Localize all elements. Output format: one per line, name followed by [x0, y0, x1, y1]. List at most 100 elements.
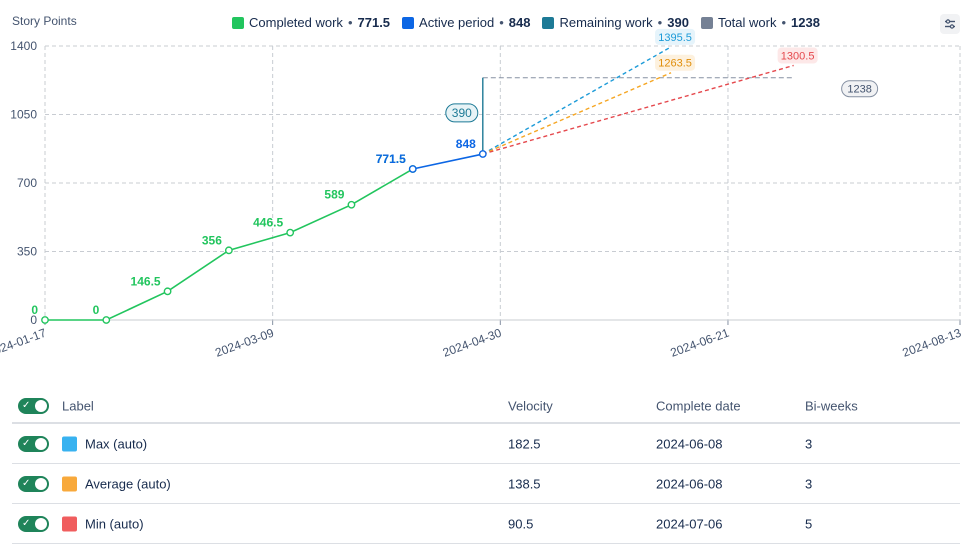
legend-separator: •: [499, 15, 504, 30]
toggle-max[interactable]: ✓: [18, 435, 49, 452]
chart-settings-button[interactable]: [940, 14, 960, 34]
row-complete-date: 2024-06-08: [656, 476, 723, 491]
legend-item-active[interactable]: Active period • 848: [402, 15, 530, 30]
data-label: 0: [93, 303, 100, 317]
toggle-switch[interactable]: ✓: [18, 475, 49, 492]
legend-item-total[interactable]: Total work • 1238: [700, 15, 820, 30]
check-icon: ✓: [22, 517, 31, 529]
row-label: Average (auto): [62, 476, 171, 491]
x-tick-label: 2024-08-13: [901, 326, 964, 360]
row-bi-weeks: 3: [805, 436, 813, 451]
total-work-label: 1238: [847, 84, 871, 96]
row-velocity: 90.5: [508, 516, 534, 531]
toggle-switch[interactable]: ✓: [18, 435, 49, 452]
row-bi-weeks: 5: [805, 516, 813, 531]
legend-value-active: 848: [508, 15, 531, 30]
total-work-badge: [841, 80, 879, 98]
data-label: 446.5: [253, 216, 283, 230]
row-bi-weeks: 3: [805, 476, 813, 491]
forecast-label: 1300.5: [781, 50, 815, 62]
legend-swatch-remaining: [542, 16, 555, 29]
check-icon: ✓: [22, 400, 31, 411]
x-tick-label: 2024-04-30: [441, 326, 504, 360]
legend-swatch-completed: [232, 16, 244, 29]
header-velocity: Velocity: [508, 398, 553, 414]
data-point: [102, 316, 111, 324]
data-label: 848: [456, 137, 476, 151]
legend-value-total: 1238: [791, 15, 820, 30]
legend-swatch-total: [700, 16, 713, 29]
legend-label-active: Active period: [419, 15, 495, 30]
header-label: Label: [62, 398, 94, 414]
legend-value-remaining: 390: [667, 15, 689, 30]
table-row: ✓ Min (auto) 90.5 2024-07-06 5: [12, 504, 960, 544]
row-velocity: 182.5: [508, 436, 541, 451]
forecast-line: [482, 72, 672, 155]
data-point: [478, 150, 487, 158]
row-velocity: 138.5: [508, 476, 541, 491]
toggle-knob: [35, 437, 47, 450]
legend-label-remaining: Remaining work: [559, 15, 653, 30]
data-point: [224, 246, 233, 255]
toggle-min[interactable]: ✓: [18, 515, 49, 532]
burnup-chart: 0 350 700 1050 1400 2024-01-17 2024-03-09 2024-…: [0, 28, 964, 360]
data-label: 146.5: [131, 274, 161, 288]
toggle-switch[interactable]: ✓: [18, 515, 49, 532]
row-label-text: Average (auto): [85, 476, 171, 491]
x-tick-label: 2024-01-17: [0, 326, 48, 360]
legend-separator: •: [347, 15, 353, 30]
toggle-all[interactable]: ✓: [18, 398, 49, 414]
legend-value-completed: 771.5: [357, 15, 391, 30]
data-label: 356: [202, 233, 222, 247]
y-tick-label: 350: [17, 245, 37, 259]
forecast-badge: [655, 28, 696, 45]
y-tick-label: 0: [30, 313, 37, 327]
y-tick-label: 1400: [10, 39, 37, 53]
remaining-work-label: 390: [452, 106, 472, 120]
row-complete-date: 2024-07-06: [656, 516, 723, 531]
series-line: [412, 153, 483, 170]
data-label: 589: [324, 188, 344, 202]
row-color-swatch: [62, 516, 77, 531]
data-point: [163, 287, 172, 296]
legend-label-total: Total work: [717, 15, 777, 30]
forecast-label: 1263.5: [658, 58, 692, 70]
legend-item-remaining[interactable]: Remaining work • 390: [542, 15, 689, 30]
data-point: [41, 316, 49, 324]
table-row: ✓ Max (auto) 182.5 2024-06-08 3: [12, 424, 960, 464]
y-tick-label: 700: [17, 176, 37, 190]
check-icon: ✓: [22, 477, 31, 489]
row-label-text: Max (auto): [85, 436, 148, 451]
x-tick-label: 2024-06-21: [669, 326, 732, 360]
toggle-average[interactable]: ✓: [18, 475, 49, 492]
legend-item-completed[interactable]: Completed work • 771.5: [232, 15, 390, 30]
row-label-text: Min (auto): [85, 516, 144, 531]
data-label: 771.5: [376, 152, 406, 166]
x-tick-label: 2024-03-09: [213, 326, 276, 360]
header-bi-weeks: Bi-weeks: [805, 398, 858, 414]
toggle-knob: [35, 400, 47, 412]
legend-swatch-active: [402, 16, 415, 29]
data-point: [347, 200, 356, 209]
series-line: [45, 168, 414, 321]
forecast-badge: [777, 47, 818, 64]
remaining-work-badge: [445, 103, 479, 123]
legend-label-completed: Completed work: [249, 15, 343, 30]
toggle-switch[interactable]: ✓: [18, 398, 49, 414]
y-tick-label: 1050: [10, 108, 37, 122]
table-header-row: ✓ Label Velocity Complete date Bi-weeks: [12, 390, 960, 424]
legend-separator: •: [657, 15, 663, 30]
row-color-swatch: [62, 476, 77, 491]
forecast-table: ✓ Label Velocity Complete date Bi-weeks …: [12, 390, 960, 544]
sliders-icon: [945, 19, 955, 29]
data-point: [286, 228, 295, 237]
toggle-knob: [35, 517, 47, 530]
chart-legend: Completed work • 771.5 Active period • 8…: [232, 15, 820, 30]
forecast-label: 1395.5: [658, 32, 692, 44]
legend-separator: •: [781, 15, 787, 30]
check-icon: ✓: [22, 437, 31, 449]
data-label: 0: [31, 303, 38, 317]
forecast-line: [482, 64, 794, 155]
y-axis-label: Story Points: [12, 14, 77, 28]
row-color-swatch: [62, 436, 77, 451]
